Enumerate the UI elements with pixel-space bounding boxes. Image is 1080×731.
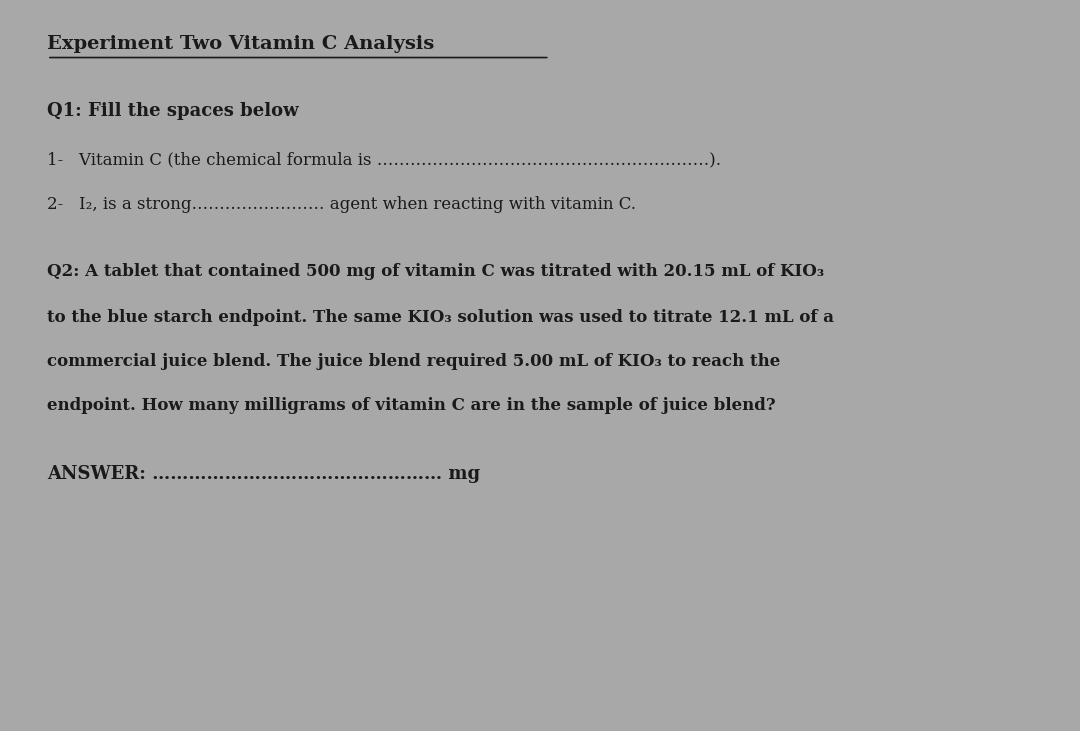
Text: Q2: A tablet that contained 500 mg of vitamin C was titrated with 20.15 mL of KI: Q2: A tablet that contained 500 mg of vi… — [48, 263, 824, 280]
Text: endpoint. How many milligrams of vitamin C are in the sample of juice blend?: endpoint. How many milligrams of vitamin… — [48, 397, 775, 414]
Text: ANSWER: ………………………………………… mg: ANSWER: ………………………………………… mg — [48, 465, 481, 482]
Text: Experiment Two Vitamin C Analysis: Experiment Two Vitamin C Analysis — [48, 35, 434, 53]
Text: 1-   Vitamin C (the chemical formula is ……………………………………………………).: 1- Vitamin C (the chemical formula is ……… — [48, 151, 721, 168]
Text: Q1: Fill the spaces below: Q1: Fill the spaces below — [48, 102, 298, 120]
Text: commercial juice blend. The juice blend required 5.00 mL of KIO₃ to reach the: commercial juice blend. The juice blend … — [48, 353, 780, 370]
Text: 2-   I₂, is a strong…………………… agent when reacting with vitamin C.: 2- I₂, is a strong…………………… agent when re… — [48, 197, 636, 213]
Text: to the blue starch endpoint. The same KIO₃ solution was used to titrate 12.1 mL : to the blue starch endpoint. The same KI… — [48, 308, 834, 326]
